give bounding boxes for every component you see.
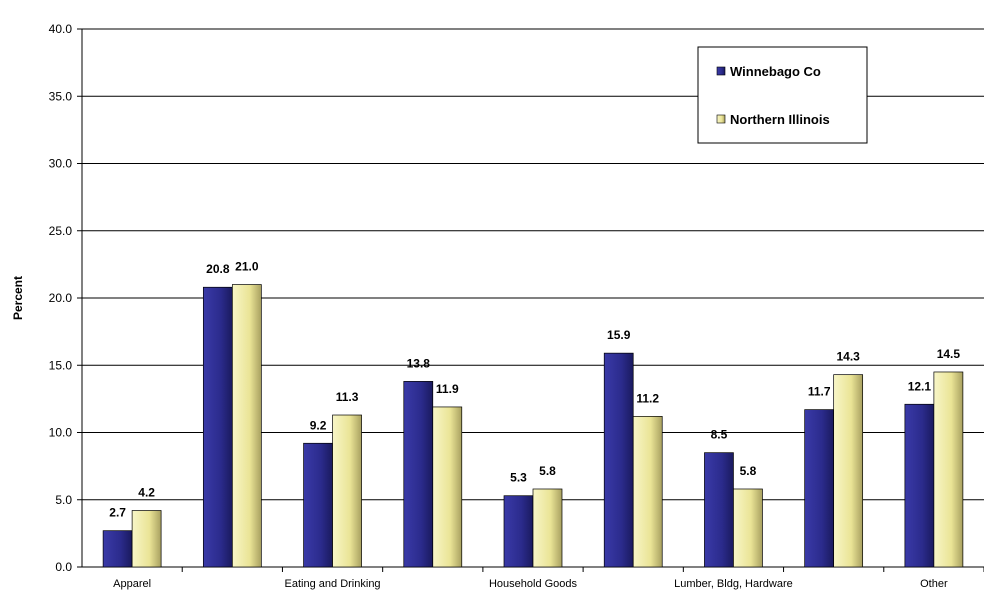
bar-northern-illinois bbox=[733, 488, 763, 568]
y-tick-label: 30.0 bbox=[49, 157, 73, 171]
x-tick-label: Eating and Drinking bbox=[285, 578, 381, 590]
data-label-northern-illinois: 11.9 bbox=[436, 382, 459, 396]
data-label-northern-illinois: 14.3 bbox=[836, 350, 860, 364]
y-tick-label: 20.0 bbox=[49, 291, 73, 305]
data-label-northern-illinois: 14.5 bbox=[937, 347, 961, 361]
data-label-northern-illinois: 5.8 bbox=[539, 464, 556, 478]
bar-northern-illinois bbox=[833, 374, 864, 568]
data-label-winnebago: 13.8 bbox=[407, 356, 431, 370]
data-label-winnebago: 2.7 bbox=[109, 506, 126, 520]
data-labels: 2.7 4.2 20.8 21.0 9.2 11.3 13.8 11.9 5.3 5.8 15.9 1… bbox=[109, 260, 960, 520]
bar-winnebago bbox=[303, 442, 333, 568]
legend-swatch-winnebago bbox=[716, 66, 726, 76]
data-label-winnebago: 15.9 bbox=[607, 328, 631, 342]
data-label-winnebago: 20.8 bbox=[206, 262, 230, 276]
data-label-northern-illinois: 4.2 bbox=[138, 486, 155, 500]
data-label-northern-illinois: 11.2 bbox=[636, 391, 659, 405]
y-tick-label: 25.0 bbox=[49, 224, 73, 238]
x-tick-label: Other bbox=[920, 578, 948, 590]
bar-northern-illinois bbox=[933, 371, 964, 568]
bar-northern-illinois bbox=[632, 416, 663, 568]
data-label-winnebago: 8.5 bbox=[711, 428, 728, 442]
x-tick-label: Household Goods bbox=[489, 578, 578, 590]
bar-winnebago bbox=[202, 286, 233, 568]
x-tick-label: Apparel bbox=[113, 578, 151, 590]
data-label-northern-illinois: 11.3 bbox=[336, 390, 359, 404]
data-label-winnebago: 9.2 bbox=[310, 418, 327, 432]
bar-winnebago bbox=[704, 452, 734, 568]
bar-northern-illinois bbox=[332, 414, 362, 568]
x-tick-label: Lumber, Bldg, Hardware bbox=[674, 578, 793, 590]
legend-swatch-northern-illinois bbox=[716, 114, 726, 124]
bar-northern-illinois bbox=[532, 488, 563, 568]
y-tick-label: 40.0 bbox=[49, 22, 73, 36]
bar-winnebago bbox=[603, 352, 634, 568]
y-tick-label: 5.0 bbox=[55, 493, 72, 507]
bar-winnebago bbox=[102, 530, 133, 568]
data-label-winnebago: 5.3 bbox=[510, 471, 527, 485]
bar-winnebago bbox=[503, 495, 534, 568]
bar-northern-illinois bbox=[432, 406, 463, 568]
y-tick-label: 0.0 bbox=[55, 560, 72, 574]
y-tick-label: 35.0 bbox=[49, 89, 73, 103]
legend-label-northern-illinois: Northern Illinois bbox=[730, 112, 830, 127]
bars bbox=[102, 284, 964, 568]
bar-winnebago bbox=[904, 403, 935, 568]
legend-label-winnebago: Winnebago Co bbox=[730, 64, 821, 79]
bar-northern-illinois bbox=[231, 284, 262, 568]
y-axis-title: Percent bbox=[11, 276, 25, 320]
legend: Winnebago Co Northern Illinois bbox=[697, 46, 868, 144]
y-tick-label: 15.0 bbox=[49, 358, 73, 372]
data-label-winnebago: 11.7 bbox=[808, 385, 831, 399]
bar-winnebago bbox=[804, 409, 835, 568]
data-label-winnebago: 12.1 bbox=[908, 379, 932, 393]
bar-winnebago bbox=[403, 381, 434, 568]
legend-box bbox=[697, 46, 868, 144]
y-tick-label: 10.0 bbox=[49, 426, 73, 440]
data-label-northern-illinois: 21.0 bbox=[235, 260, 259, 274]
data-label-northern-illinois: 5.8 bbox=[740, 464, 757, 478]
bar-northern-illinois bbox=[131, 510, 162, 568]
